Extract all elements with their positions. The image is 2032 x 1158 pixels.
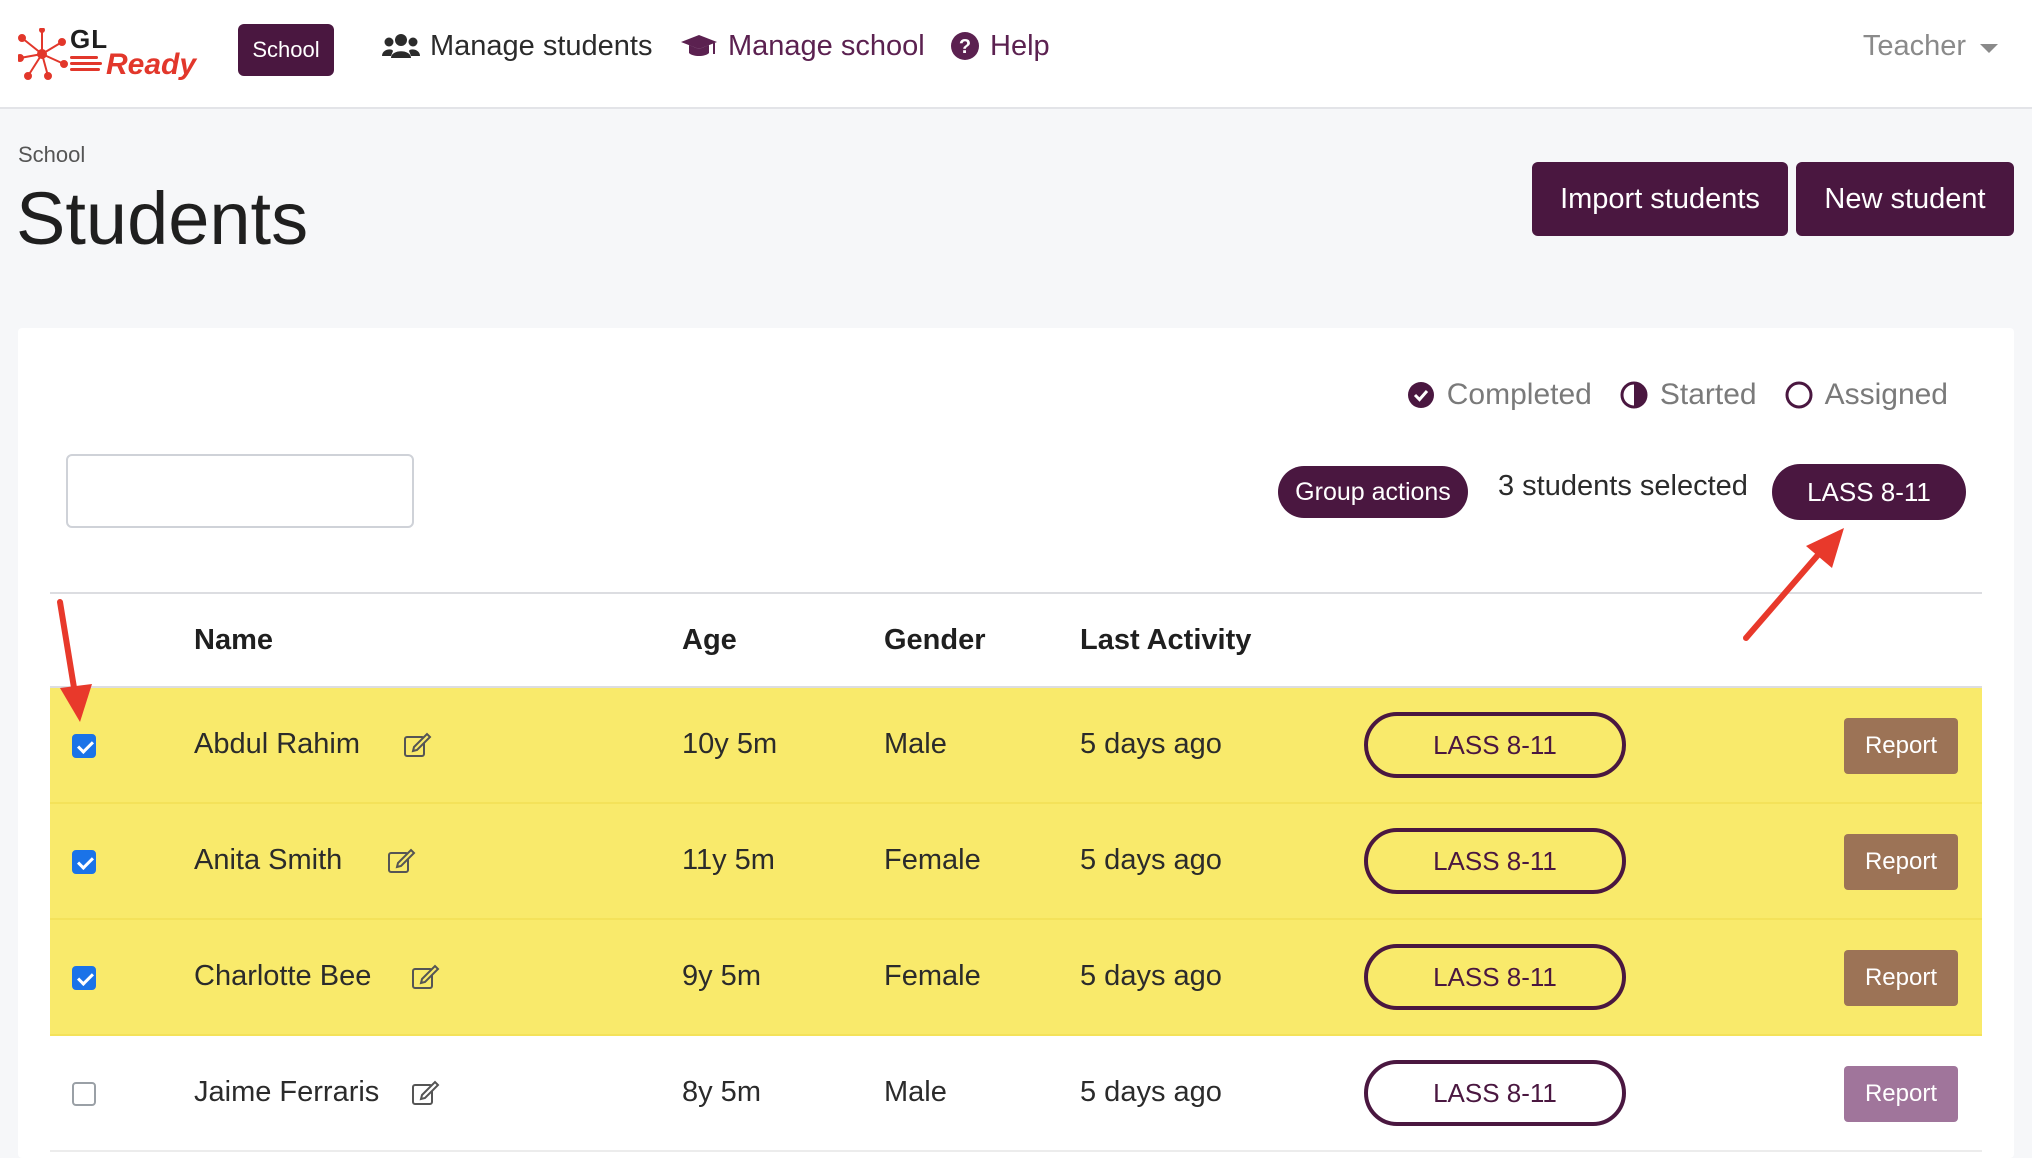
legend-assigned-label: Assigned [1824, 378, 1948, 411]
table-row[interactable]: Charlotte Bee 9y 5m Female 5 days ago LA… [50, 920, 1982, 1036]
chevron-down-icon [1980, 44, 1998, 53]
breadcrumb[interactable]: School [18, 142, 86, 167]
school-badge[interactable]: School [238, 24, 334, 76]
user-menu-dropdown[interactable]: Teacher [1863, 30, 1998, 63]
edit-icon[interactable] [410, 962, 440, 992]
student-gender: Male [884, 1076, 947, 1108]
student-gender: Female [884, 844, 981, 876]
row-checkbox[interactable] [72, 734, 96, 758]
logo-star-icon [18, 28, 68, 80]
lass-assign-button[interactable]: LASS 8-11 [1772, 464, 1966, 520]
table-row[interactable]: Anita Smith 11y 5m Female 5 days ago LAS… [50, 804, 1982, 920]
student-age: 10y 5m [682, 728, 778, 760]
column-header-name[interactable]: Name [194, 624, 273, 656]
table-row[interactable]: Jaime Ferraris 8y 5m Male 5 days ago LAS… [50, 1036, 1982, 1152]
logo-ready-text: Ready [106, 48, 197, 81]
assessment-pill[interactable]: LASS 8-11 [1364, 1060, 1626, 1126]
edit-icon[interactable] [410, 1078, 440, 1108]
report-button[interactable]: Report [1844, 718, 1958, 774]
student-last-activity: 5 days ago [1080, 728, 1222, 760]
nav-help-label: Help [990, 30, 1050, 62]
nav-help[interactable]: ? Help [950, 24, 1050, 68]
student-name[interactable]: Abdul Rahim [194, 728, 361, 760]
question-circle-icon: ? [951, 32, 979, 60]
logo-bars [70, 56, 104, 76]
graduation-cap-icon [681, 35, 717, 56]
student-name[interactable]: Jaime Ferraris [194, 1076, 380, 1108]
student-last-activity: 5 days ago [1080, 960, 1222, 992]
annotation-arrow-up [1743, 528, 1844, 641]
svg-text:?: ? [959, 36, 971, 58]
legend-completed: Completed [1407, 378, 1592, 412]
legend-completed-label: Completed [1446, 378, 1592, 411]
logo-gl-text: GL [70, 24, 109, 54]
column-header-gender[interactable]: Gender [884, 624, 986, 656]
table-row[interactable]: Abdul Rahim 10y 5m Male 5 days ago LASS … [50, 688, 1982, 804]
page-title: Students [16, 177, 309, 260]
legend-assigned: Assigned [1785, 378, 1948, 412]
edit-icon[interactable] [386, 846, 416, 876]
legend-started-label: Started [1659, 378, 1757, 411]
row-checkbox[interactable] [72, 1082, 96, 1106]
new-student-button[interactable]: New student [1796, 162, 2014, 236]
assessment-pill[interactable]: LASS 8-11 [1364, 944, 1626, 1010]
assessment-pill[interactable]: LASS 8-11 [1364, 712, 1626, 778]
nav-manage-school[interactable]: Manage school [680, 24, 925, 68]
annotation-arrow-down [57, 599, 92, 722]
student-gender: Male [884, 728, 947, 760]
half-circle-icon [1620, 381, 1648, 409]
student-name[interactable]: Charlotte Bee [194, 960, 372, 992]
empty-circle-icon [1785, 381, 1813, 409]
report-button[interactable]: Report [1844, 834, 1958, 890]
edit-icon[interactable] [402, 730, 432, 760]
row-checkbox[interactable] [72, 966, 96, 990]
student-last-activity: 5 days ago [1080, 1076, 1222, 1108]
check-circle-icon [1407, 382, 1434, 408]
group-actions-button[interactable]: Group actions [1278, 466, 1468, 518]
gl-ready-logo[interactable]: GL Ready [18, 24, 198, 84]
column-header-age[interactable]: Age [682, 624, 737, 656]
students-table: Name Age Gender Last Activity Abdul Rahi… [50, 592, 1982, 1152]
table-header: Name Age Gender Last Activity [50, 592, 1982, 688]
student-name[interactable]: Anita Smith [194, 844, 343, 876]
student-age: 8y 5m [682, 1076, 761, 1108]
search-input[interactable] [66, 454, 414, 528]
legend-started: Started [1620, 378, 1757, 412]
students-card: Completed Started Assigned Group actions… [18, 328, 2014, 1158]
import-students-button[interactable]: Import students [1532, 162, 1788, 236]
student-age: 9y 5m [682, 960, 761, 992]
users-icon [382, 34, 420, 58]
student-gender: Female [884, 960, 981, 992]
nav-manage-school-label: Manage school [728, 30, 925, 62]
selected-count-text: 3 students selected [1498, 470, 1748, 502]
top-navbar: GL Ready School Manage students Manage s… [0, 0, 2032, 109]
report-button[interactable]: Report [1844, 950, 1958, 1006]
student-last-activity: 5 days ago [1080, 844, 1222, 876]
row-checkbox[interactable] [72, 850, 96, 874]
report-button[interactable]: Report [1844, 1066, 1958, 1122]
column-header-last-activity[interactable]: Last Activity [1080, 624, 1252, 656]
assessment-pill[interactable]: LASS 8-11 [1364, 828, 1626, 894]
student-age: 11y 5m [682, 844, 775, 876]
nav-manage-students-label: Manage students [430, 30, 653, 62]
user-menu-label: Teacher [1862, 30, 1966, 62]
status-legend: Completed Started Assigned [1407, 378, 1948, 412]
nav-manage-students[interactable]: Manage students [382, 24, 652, 68]
